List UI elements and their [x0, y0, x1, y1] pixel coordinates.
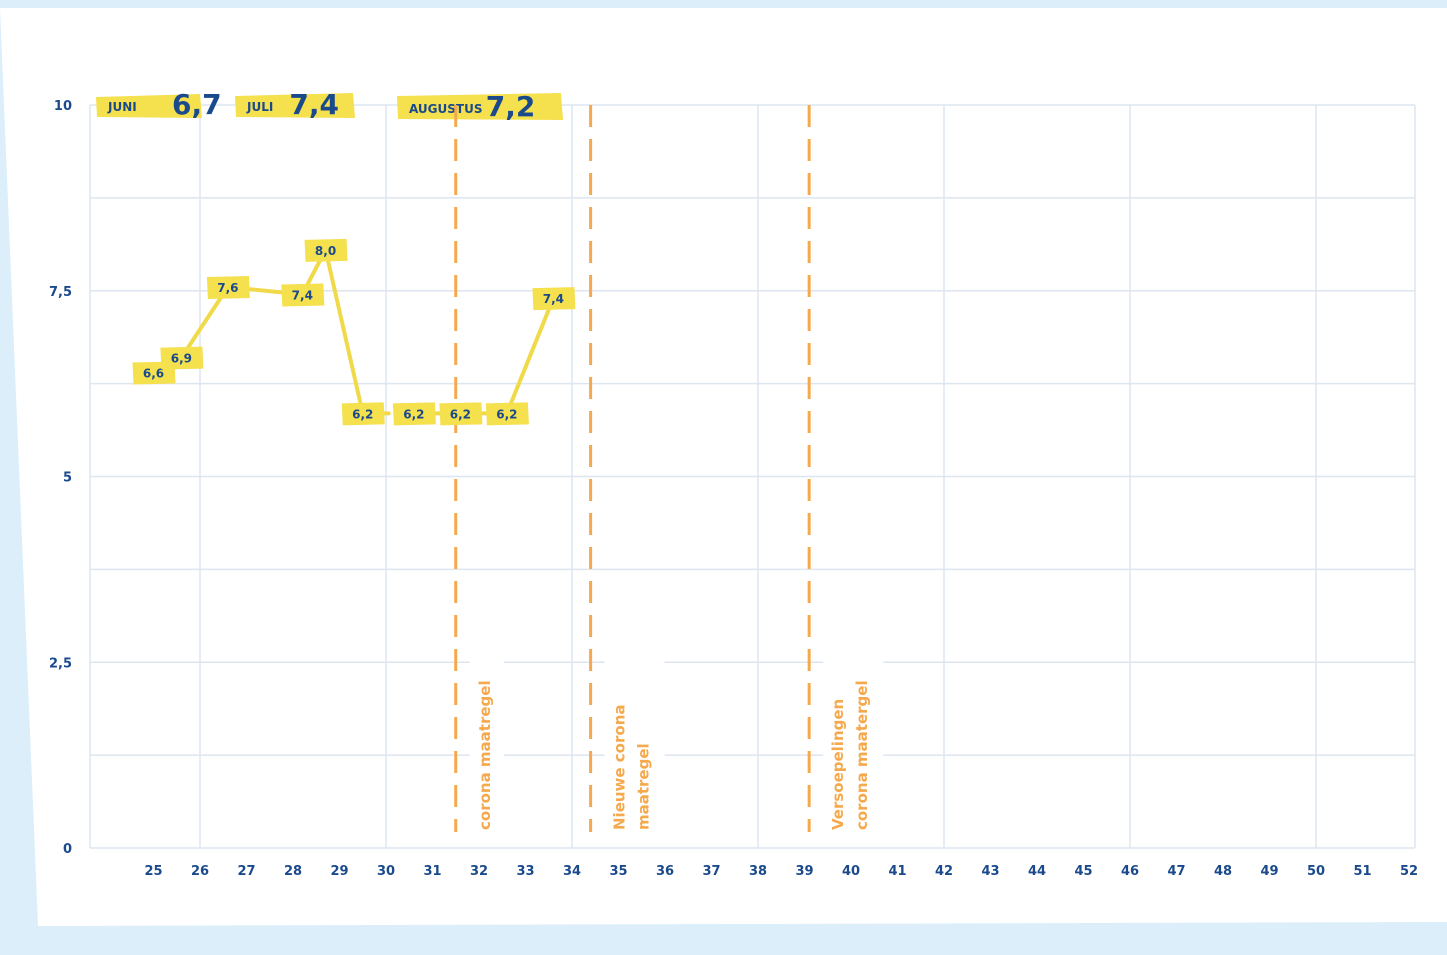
- x-tick-label: 37: [702, 864, 720, 879]
- month-name: JUNI: [107, 100, 137, 114]
- data-label: 6,2: [352, 407, 373, 421]
- y-axis: 10 7,5 5 2,5 0: [49, 99, 72, 857]
- month-name: JULI: [246, 100, 273, 114]
- data-point: 7,4: [281, 283, 325, 307]
- x-tick-label: 49: [1260, 864, 1278, 879]
- event-marker: Nieuwe corona maatregel: [589, 105, 665, 835]
- x-tick-label: 47: [1167, 864, 1185, 879]
- x-tick-label: 27: [237, 864, 255, 879]
- event-label-background: [469, 645, 504, 835]
- data-label: 6,9: [171, 352, 192, 366]
- x-tick-label: 28: [284, 864, 302, 879]
- x-tick-label: 40: [842, 864, 860, 879]
- x-tick-label: 29: [330, 864, 348, 879]
- data-label: 7,4: [292, 288, 313, 302]
- data-label-background: [160, 346, 204, 370]
- month-average-value: 7,4: [289, 88, 339, 121]
- x-tick-label: 34: [563, 864, 581, 879]
- data-point: 6,2: [439, 402, 483, 426]
- monthly-averages: JUNI 6,7 JULI 7,4 AUGUSTUS 7,2: [96, 88, 563, 123]
- data-label-background: [206, 276, 250, 300]
- x-tick-label: 50: [1307, 864, 1325, 879]
- x-tick-label: 46: [1121, 864, 1139, 879]
- data-point: 6,2: [485, 402, 529, 426]
- x-tick-label: 26: [191, 864, 209, 879]
- month-average-value: 7,2: [486, 90, 536, 123]
- data-label-background: [439, 402, 483, 426]
- data-label: 6,2: [403, 407, 424, 421]
- weekly-score-series: 6,6 6,9 7,6 7,4 8,0 6,2 6,2 6,2 6,2 7,4: [132, 238, 576, 426]
- x-tick-label: 48: [1214, 864, 1232, 879]
- data-label: 7,4: [543, 292, 564, 306]
- x-tick-label: 41: [888, 864, 906, 879]
- x-tick-label: 31: [423, 864, 441, 879]
- x-tick-label: 51: [1353, 864, 1371, 879]
- data-point: 8,0: [304, 238, 348, 262]
- event-label-background: [823, 645, 884, 835]
- x-tick-label: 39: [795, 864, 813, 879]
- event-marker-label: corona maatergel: [853, 680, 871, 830]
- x-tick-label: 52: [1400, 864, 1418, 879]
- data-label: 8,0: [315, 244, 336, 258]
- x-axis: 25 26 27 28 29 30 31 32 33 34 35 36 37 38 39 40 41 42 43 44…: [144, 864, 1418, 879]
- x-tick-label: 32: [470, 864, 488, 879]
- x-tick-label: 30: [377, 864, 395, 879]
- series-segment: [179, 285, 230, 360]
- month-badge-background: [235, 93, 355, 118]
- grid: [89, 104, 1416, 849]
- event-marker-label: Nieuwe corona: [611, 704, 629, 830]
- event-marker-label: Versoepelingen: [829, 699, 847, 830]
- data-point: 6,2: [392, 402, 436, 426]
- event-marker: corona maatregel: [454, 105, 504, 835]
- y-tick-label: 10: [54, 99, 72, 114]
- data-point: 7,6: [206, 276, 250, 300]
- data-label-background: [392, 402, 436, 426]
- x-tick-label: 44: [1028, 864, 1046, 879]
- x-tick-label: 35: [609, 864, 627, 879]
- month-average-badge: JULI 7,4: [235, 88, 355, 121]
- series-segment: [504, 296, 556, 416]
- data-label-background: [485, 402, 529, 426]
- month-badge-background: [397, 93, 563, 120]
- x-tick-label: 42: [935, 864, 953, 879]
- data-label: 6,6: [143, 366, 164, 380]
- month-name: AUGUSTUS: [409, 102, 482, 116]
- data-point: 6,2: [341, 402, 385, 426]
- data-label-background: [304, 238, 348, 262]
- event-markers: corona maatregel Nieuwe corona maatregel Ve…: [454, 105, 884, 835]
- series-segment: [323, 247, 365, 416]
- x-tick-label: 33: [516, 864, 534, 879]
- data-point: 6,9: [160, 346, 204, 370]
- y-tick-label: 7,5: [49, 285, 72, 300]
- event-marker-label: maatregel: [635, 743, 653, 830]
- data-label: 6,2: [450, 407, 471, 421]
- month-average-badge: JUNI 6,7: [96, 88, 222, 121]
- event-label-background: [604, 645, 665, 835]
- x-tick-label: 36: [656, 864, 674, 879]
- data-label-background: [532, 287, 576, 311]
- data-label: 6,2: [496, 407, 517, 421]
- x-tick-label: 43: [981, 864, 999, 879]
- data-label-background: [341, 402, 385, 426]
- x-tick-label: 45: [1074, 864, 1092, 879]
- month-average-badge: AUGUSTUS 7,2: [397, 90, 563, 123]
- x-tick-label: 38: [749, 864, 767, 879]
- data-label: 7,6: [217, 281, 238, 295]
- chart-panel: [0, 8, 1447, 926]
- data-label-background: [281, 283, 325, 307]
- y-tick-label: 2,5: [49, 656, 72, 671]
- event-marker: Versoepelingen corona maatergel: [807, 105, 884, 835]
- x-tick-label: 25: [144, 864, 162, 879]
- data-point: 7,4: [532, 287, 576, 311]
- y-tick-label: 5: [63, 471, 72, 486]
- month-average-value: 6,7: [172, 88, 222, 121]
- event-marker-label: corona maatregel: [476, 680, 494, 830]
- month-badge-background: [96, 94, 202, 118]
- y-tick-label: 0: [63, 842, 72, 857]
